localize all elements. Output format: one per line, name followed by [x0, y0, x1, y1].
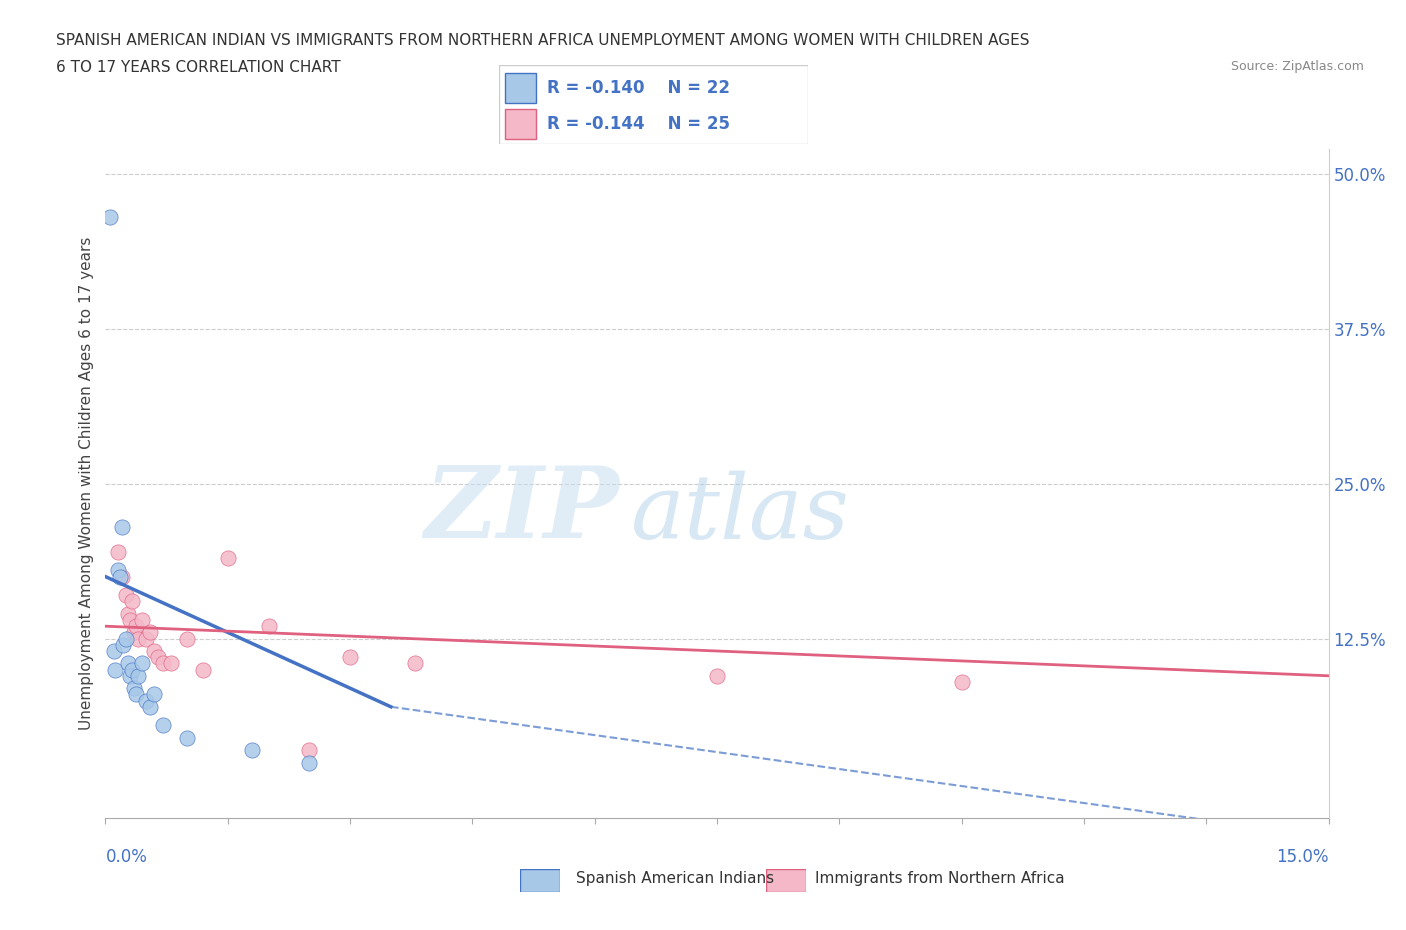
Point [108, 569, 131, 584]
Point [152, 656, 174, 671]
Point [135, 693, 157, 708]
Point [193, 662, 215, 677]
Point [240, 743, 263, 758]
Text: Spanish American Indians: Spanish American Indians [576, 871, 775, 886]
Text: atlas: atlas [631, 471, 851, 557]
Point [121, 594, 143, 609]
Point [152, 718, 174, 733]
Point [117, 606, 139, 621]
Point [121, 662, 143, 677]
Point [111, 520, 134, 535]
Point [122, 625, 145, 640]
Point [706, 669, 728, 684]
Point [115, 631, 138, 646]
Text: Source: ZipAtlas.com: Source: ZipAtlas.com [1230, 60, 1364, 73]
Text: R = -0.140    N = 22: R = -0.140 N = 22 [547, 79, 730, 97]
Y-axis label: Unemployment Among Women with Children Ages 6 to 17 years: Unemployment Among Women with Children A… [79, 237, 94, 730]
Point [139, 625, 162, 640]
Point [131, 656, 153, 671]
Point [135, 631, 157, 646]
Point [118, 613, 141, 628]
Text: SPANISH AMERICAN INDIAN VS IMMIGRANTS FROM NORTHERN AFRICA UNEMPLOYMENT AMONG WO: SPANISH AMERICAN INDIAN VS IMMIGRANTS FR… [56, 33, 1029, 47]
Point [104, 662, 127, 677]
Point [298, 755, 321, 770]
Point [117, 656, 139, 671]
Text: 15.0%: 15.0% [1277, 848, 1329, 866]
Point [127, 669, 149, 684]
Point [125, 687, 148, 702]
Point [404, 656, 426, 671]
Text: ZIP: ZIP [425, 462, 619, 559]
Point [107, 544, 129, 559]
Text: 0.0%: 0.0% [105, 848, 148, 866]
Point [217, 551, 239, 565]
Point [107, 563, 129, 578]
Point [339, 650, 361, 665]
Point [298, 743, 321, 758]
Point [257, 618, 280, 633]
Point [125, 618, 148, 633]
Point [122, 681, 145, 696]
Text: R = -0.144    N = 25: R = -0.144 N = 25 [547, 115, 730, 133]
FancyBboxPatch shape [766, 869, 806, 892]
Point [103, 644, 125, 658]
Point [118, 669, 141, 684]
Text: 6 TO 17 YEARS CORRELATION CHART: 6 TO 17 YEARS CORRELATION CHART [56, 60, 340, 75]
FancyBboxPatch shape [505, 73, 536, 103]
Point [111, 569, 134, 584]
Point [176, 631, 198, 646]
Point [98, 209, 121, 224]
FancyBboxPatch shape [520, 869, 560, 892]
Point [143, 687, 166, 702]
Point [143, 644, 166, 658]
Point [950, 674, 973, 689]
Point [112, 637, 135, 652]
Point [148, 650, 170, 665]
Point [127, 631, 149, 646]
Point [131, 613, 153, 628]
Point [139, 699, 162, 714]
FancyBboxPatch shape [505, 110, 536, 140]
Point [115, 588, 138, 603]
Point [159, 656, 181, 671]
Point [176, 730, 198, 745]
Text: Immigrants from Northern Africa: Immigrants from Northern Africa [815, 871, 1066, 886]
